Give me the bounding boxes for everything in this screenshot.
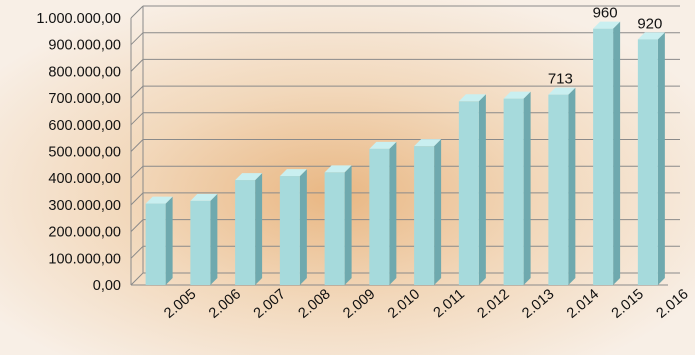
bar-front <box>369 148 390 285</box>
bar-side <box>210 193 218 285</box>
bar-2.014 <box>548 87 576 285</box>
bar-side <box>165 196 173 285</box>
gridline-side <box>130 32 144 46</box>
gridline-side <box>130 59 144 72</box>
bar-front <box>145 203 166 285</box>
bar-front <box>637 39 658 285</box>
y-tick-label: 600.000,00 <box>48 118 121 134</box>
gridline-side <box>130 165 144 179</box>
bar-top <box>369 141 397 149</box>
bar-side <box>299 169 307 285</box>
bar-side <box>434 139 442 285</box>
gridlines <box>130 5 680 286</box>
bar-top <box>145 196 173 204</box>
bar-2.016 <box>637 32 665 285</box>
bar-side <box>568 87 576 285</box>
bar-front <box>414 146 435 285</box>
gridline-side <box>130 5 144 19</box>
bar-2.013 <box>503 91 531 285</box>
bar-top <box>190 193 218 201</box>
bar-top <box>414 139 442 147</box>
bars <box>145 21 665 286</box>
bar-2.006 <box>190 193 218 285</box>
data-labels: 713 960 920 <box>548 5 663 88</box>
bar-side <box>478 94 486 285</box>
bar-front <box>548 94 569 285</box>
bar-front <box>324 172 345 285</box>
y-tick-label: 900.000,00 <box>48 38 121 54</box>
bar-top <box>593 21 621 29</box>
y-tick-label: 400.000,00 <box>48 171 121 187</box>
bar-top <box>235 173 263 181</box>
bar-top <box>279 169 307 177</box>
y-tick-label: 1.000.000,00 <box>36 11 121 27</box>
bar-top <box>503 91 531 99</box>
bar-side <box>613 21 621 286</box>
bar-2.008 <box>279 169 307 285</box>
bar-top <box>458 94 486 102</box>
bar-2.005 <box>145 196 173 285</box>
bar-front <box>458 101 479 285</box>
gridline-side <box>130 112 144 126</box>
bar-side <box>344 165 352 285</box>
y-tick-label: 100.000,00 <box>48 251 121 267</box>
bar-front <box>279 176 300 285</box>
bar-2.011 <box>414 139 442 285</box>
y-tick-label: 0,00 <box>93 278 121 294</box>
bar-2.010 <box>369 141 397 285</box>
bar-2.009 <box>324 165 352 285</box>
gridline-side <box>130 272 144 286</box>
y-tick-label: 700.000,00 <box>48 91 121 107</box>
y-tick-label: 300.000,00 <box>48 198 121 214</box>
bar-front <box>190 200 211 285</box>
y-tick-label: 800.000,00 <box>48 64 121 80</box>
bar-side <box>657 32 665 285</box>
bar-front <box>235 180 256 285</box>
bar-top <box>324 165 352 173</box>
y-tick-label: 500.000,00 <box>48 145 121 161</box>
bar-2.012 <box>458 94 486 285</box>
bar-front <box>593 28 614 286</box>
y-axis-ticks: 0,00 100.000,00 200.000,00 300.000,00 400.00… <box>36 11 121 294</box>
bar-top <box>548 87 576 95</box>
bar-side <box>389 141 397 285</box>
bar-2.015 <box>593 21 621 286</box>
bar-2.007 <box>235 173 263 285</box>
bar-side <box>523 91 531 285</box>
bar-front <box>503 98 524 285</box>
data-label: 920 <box>637 15 662 32</box>
bar-side <box>255 173 263 285</box>
gridline-side <box>130 192 144 206</box>
data-label: 713 <box>548 71 573 88</box>
y-tick-label: 200.000,00 <box>48 225 121 241</box>
gridline-side <box>130 85 144 99</box>
data-label: 960 <box>593 5 618 22</box>
bar-top <box>637 32 665 40</box>
gridline-side <box>130 245 144 259</box>
gridline-side <box>130 139 144 152</box>
gridline-side <box>130 219 144 232</box>
